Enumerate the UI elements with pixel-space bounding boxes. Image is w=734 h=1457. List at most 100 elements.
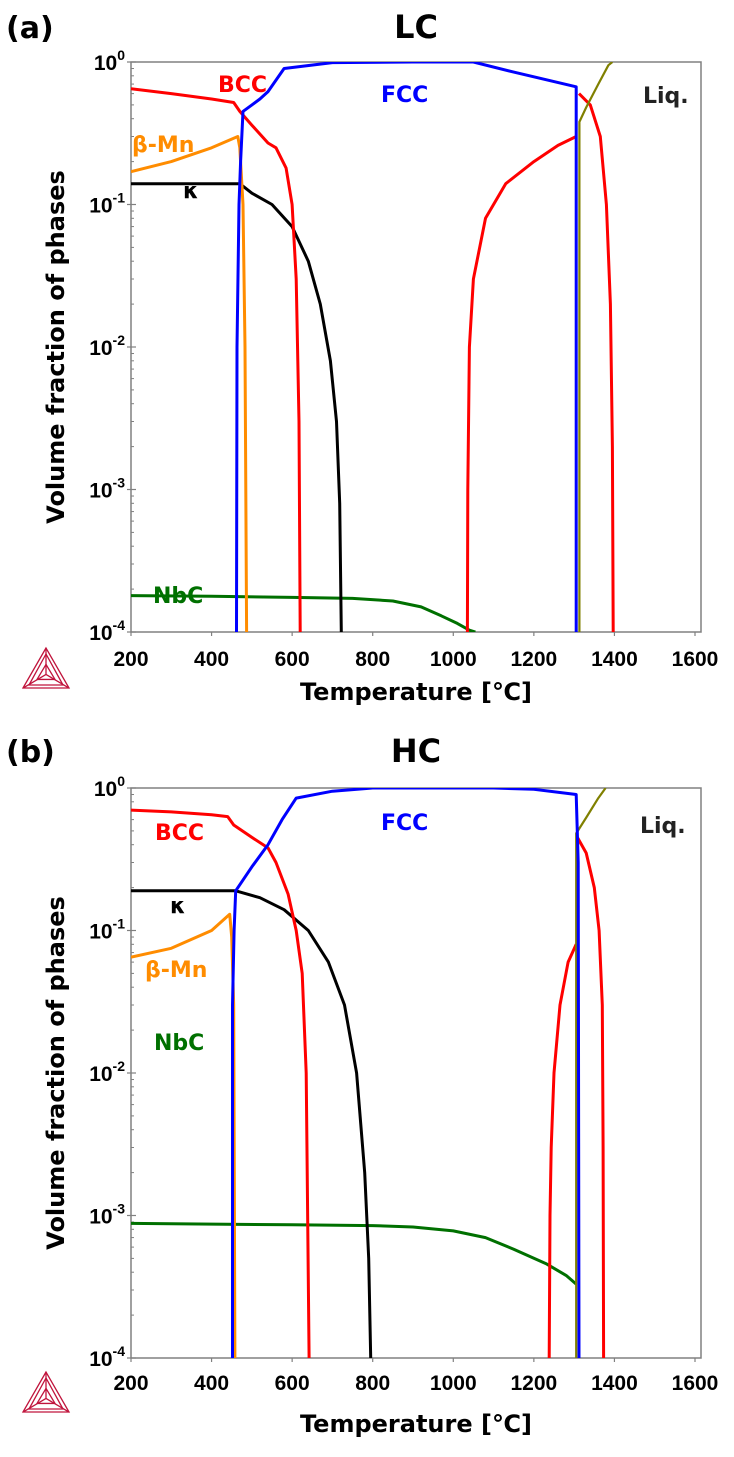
y-tick-label: 10-1 <box>89 916 125 944</box>
series-line-bcc-2 <box>465 135 577 632</box>
y-tick-base: 10 <box>89 1348 112 1371</box>
series-line-bcc-3 <box>576 836 606 1358</box>
x-tick-label: 1000 <box>430 1372 477 1395</box>
y-tick-exponent: -4 <box>113 1343 126 1359</box>
series-line-fcc <box>231 788 581 1358</box>
y-tick-exponent: 0 <box>117 47 125 63</box>
x-tick-label: 1000 <box>430 648 477 671</box>
series-label-nbc: NbC <box>153 584 203 609</box>
series-line-kappa <box>131 889 373 1358</box>
series-label-fcc: FCC <box>381 83 428 108</box>
x-tick-label: 800 <box>355 648 390 671</box>
y-tick-base: 10 <box>89 921 112 944</box>
logo-center-triangle <box>35 663 57 681</box>
y-tick-label: 10-4 <box>89 617 125 645</box>
y-tick-label: 10-1 <box>89 190 125 218</box>
x-tick-label: 1600 <box>672 648 719 671</box>
x-tick-label: 400 <box>194 648 229 671</box>
logo-inner-triangle <box>27 652 65 686</box>
thermo-calc-logo-icon <box>21 1370 71 1413</box>
x-tick-label: 200 <box>113 648 148 671</box>
logo-line <box>45 673 70 689</box>
y-tick-exponent: -3 <box>113 1201 126 1217</box>
y-tick-exponent: -2 <box>113 1058 126 1074</box>
series-line-bcc <box>131 87 302 632</box>
series-line-nbc <box>131 1221 578 1286</box>
y-tick-exponent: -1 <box>113 190 126 206</box>
y-tick-label: 10-2 <box>89 1058 125 1086</box>
series-label-kappa: κ <box>183 179 199 204</box>
y-tick-exponent: -4 <box>113 617 126 633</box>
y-tick-label: 10-3 <box>89 475 125 503</box>
series-label-beta-mn: β-Mn <box>145 958 207 983</box>
y-axis-label: Volume fraction of phases <box>42 170 70 524</box>
series-line-fcc <box>235 62 578 632</box>
series-line-liq <box>578 62 614 632</box>
series-label-nbc: NbC <box>154 1031 204 1056</box>
x-tick-label: 200 <box>113 1372 148 1395</box>
series-label-fcc: FCC <box>381 811 428 836</box>
series-label-liq: Liq. <box>640 814 686 839</box>
x-tick-label: 800 <box>355 1372 390 1395</box>
logo-inner-triangle <box>27 1376 65 1410</box>
x-tick-label: 1200 <box>510 648 557 671</box>
x-tick-label: 1600 <box>672 1372 719 1395</box>
y-tick-base: 10 <box>89 337 112 360</box>
thermo-calc-logo-icon <box>21 646 71 689</box>
x-axis-label: Temperature [℃] <box>300 1410 532 1438</box>
panel-label: (b) <box>6 735 55 770</box>
y-tick-label: 10-2 <box>89 332 125 360</box>
chart-title: LC <box>394 8 438 46</box>
y-tick-base: 10 <box>89 480 112 503</box>
plot-frame <box>130 61 702 633</box>
chart-title: HC <box>391 732 441 770</box>
y-tick-label: 10-3 <box>89 1201 125 1229</box>
series-group <box>131 62 615 632</box>
y-tick-label: 100 <box>94 47 125 75</box>
logo-line <box>22 673 47 689</box>
x-axis-label: Temperature [℃] <box>300 678 532 706</box>
logo-outer-triangle <box>21 1370 71 1413</box>
logo-line <box>22 1397 47 1413</box>
series-line-bcc-2 <box>547 943 578 1358</box>
y-tick-base: 10 <box>89 622 112 645</box>
series-line-bcc <box>131 808 311 1358</box>
series-line-nbc <box>131 594 476 632</box>
y-tick-base: 10 <box>94 778 117 801</box>
x-tick-label: 1400 <box>591 1372 638 1395</box>
y-tick-base: 10 <box>89 1206 112 1229</box>
y-tick-exponent: -1 <box>113 916 126 932</box>
y-tick-label: 100 <box>94 773 125 801</box>
y-tick-base: 10 <box>89 1063 112 1086</box>
logo-center-triangle <box>35 1387 57 1405</box>
x-tick-label: 600 <box>275 648 310 671</box>
plot-frame <box>130 787 702 1359</box>
series-line-bcc-3 <box>577 92 615 632</box>
series-line-kappa <box>131 182 343 632</box>
y-tick-label: 10-4 <box>89 1343 125 1371</box>
logo-outer-triangle <box>21 646 71 689</box>
y-tick-exponent: 0 <box>117 773 125 789</box>
series-label-beta-mn: β-Mn <box>132 133 194 158</box>
x-tick-label: 1200 <box>510 1372 557 1395</box>
y-tick-exponent: -2 <box>113 332 126 348</box>
panel-label: (a) <box>6 11 54 46</box>
series-label-kappa: κ <box>170 894 186 919</box>
y-tick-base: 10 <box>94 52 117 75</box>
series-label-bcc: BCC <box>218 73 267 98</box>
x-tick-label: 1400 <box>591 648 638 671</box>
series-label-liq: Liq. <box>643 84 689 109</box>
series-group <box>131 788 607 1358</box>
y-tick-base: 10 <box>89 195 112 218</box>
series-line-liq <box>575 788 607 1358</box>
y-tick-exponent: -3 <box>113 475 126 491</box>
x-tick-label: 600 <box>275 1372 310 1395</box>
x-tick-label: 400 <box>194 1372 229 1395</box>
y-axis-label: Volume fraction of phases <box>42 896 70 1250</box>
series-label-bcc: BCC <box>155 821 204 846</box>
series-line-beta-mn <box>131 135 249 632</box>
logo-line <box>45 1397 70 1413</box>
